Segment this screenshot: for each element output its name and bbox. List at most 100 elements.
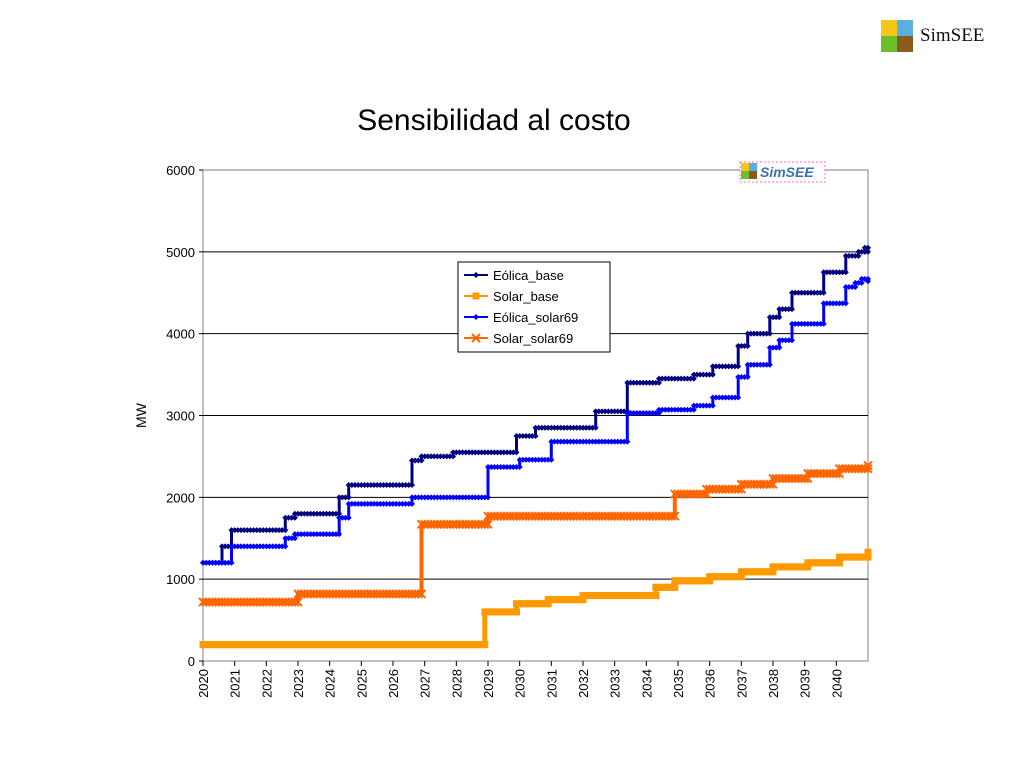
series-point [766, 314, 773, 321]
series-point [333, 531, 339, 538]
series-point [298, 531, 305, 538]
series-point [396, 500, 403, 507]
y-tick-label: 1000 [166, 572, 195, 587]
series-point [709, 402, 716, 409]
series-point [421, 494, 428, 501]
series-point [494, 464, 501, 471]
series-point [798, 289, 805, 296]
series-point [485, 494, 491, 501]
series-point [279, 543, 286, 550]
series-point [523, 432, 529, 439]
series-point [244, 527, 251, 534]
series-point [374, 500, 381, 507]
series-point [416, 589, 427, 599]
series-point [842, 284, 849, 291]
series-point [282, 527, 289, 534]
series-point [687, 375, 694, 382]
series-point [814, 289, 821, 296]
series-point [279, 527, 286, 534]
series-point [703, 371, 710, 378]
series-point [342, 494, 349, 501]
series-point [431, 494, 438, 501]
series-point [472, 449, 479, 456]
series-point [504, 449, 510, 456]
watermark-tile-brown [749, 171, 757, 179]
series-point [744, 342, 751, 349]
series-point [659, 375, 666, 382]
series-point [624, 438, 631, 445]
series-point [599, 438, 605, 445]
series-point [424, 453, 431, 460]
series-point [342, 514, 349, 521]
series-point [345, 514, 352, 521]
series-point [735, 342, 742, 349]
series-point [480, 519, 490, 530]
series-point [209, 559, 216, 566]
series-point [212, 559, 219, 566]
series-point [602, 438, 609, 445]
series-point [732, 363, 738, 370]
series-point [576, 424, 583, 431]
series-point [260, 527, 267, 534]
series-point [431, 453, 438, 460]
series-point [747, 330, 754, 337]
series-point [345, 500, 352, 507]
series-point [285, 535, 292, 542]
y-tick-label: 2000 [166, 490, 195, 505]
series-point [595, 408, 602, 415]
series-point [766, 344, 773, 351]
series-point [263, 527, 270, 534]
series-point [443, 494, 450, 501]
series-point [608, 408, 615, 415]
series-point [640, 410, 647, 417]
series-point [288, 535, 295, 542]
series-point [548, 456, 555, 463]
series-point [735, 394, 742, 401]
series-point [257, 527, 263, 534]
series-point [776, 306, 783, 313]
watermark-text: SimSEE [760, 164, 814, 180]
legend-marker [473, 314, 479, 320]
series-point [769, 568, 777, 576]
logo-tile-yellow [881, 20, 897, 36]
series-point [456, 494, 463, 501]
series-point [304, 531, 311, 538]
series-point [390, 500, 396, 507]
x-tick-label: 2037 [734, 669, 749, 698]
series-point [719, 394, 726, 401]
series-point [659, 406, 666, 413]
x-tick-label: 2036 [703, 669, 718, 698]
series-point [719, 363, 726, 370]
series-point [741, 374, 748, 381]
series-point [542, 424, 548, 431]
series-point [804, 563, 812, 571]
x-tick-label: 2031 [544, 669, 559, 698]
series-point [773, 314, 780, 321]
y-tick-label: 5000 [166, 245, 195, 260]
series-point [833, 300, 840, 307]
series-point [241, 527, 248, 534]
series-point [583, 438, 590, 445]
series-point [865, 248, 871, 255]
series-point [352, 482, 358, 489]
series-point [637, 379, 643, 386]
series-point [519, 432, 526, 439]
series-point [849, 252, 856, 259]
series-point [238, 543, 244, 550]
series-point [865, 244, 871, 251]
series-point [861, 248, 868, 255]
series-point [801, 289, 808, 296]
series-point [690, 402, 697, 409]
series-point [383, 482, 390, 489]
series-point [789, 306, 795, 313]
series-point [744, 361, 751, 368]
series-point [355, 482, 362, 489]
series-point [307, 510, 314, 517]
series-point [605, 438, 612, 445]
series-point [709, 371, 716, 378]
series-point [374, 482, 381, 489]
series-point [336, 510, 343, 517]
series-point [371, 500, 377, 507]
series-point [253, 543, 260, 550]
series-point [697, 371, 704, 378]
